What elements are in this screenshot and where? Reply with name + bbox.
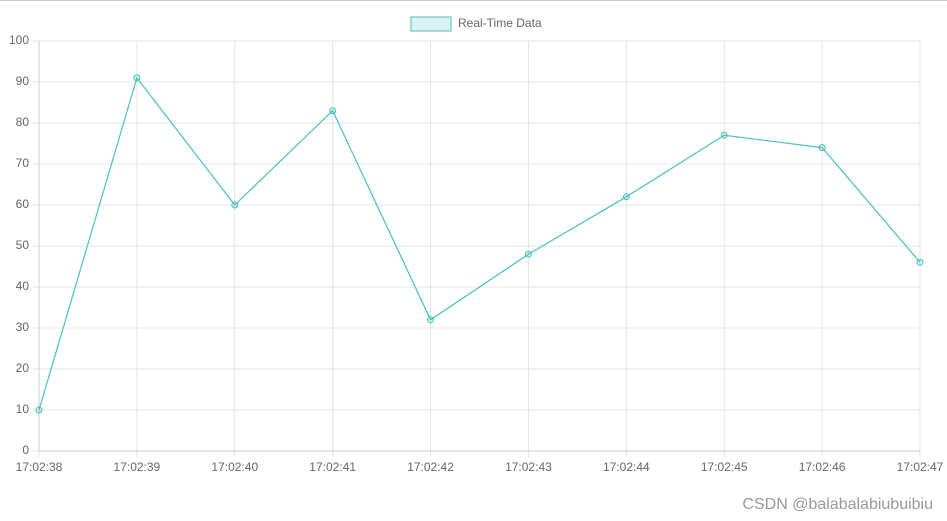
- y-tick-label: 90: [16, 74, 30, 88]
- data-point: [427, 316, 435, 324]
- x-tick-label: 17:02:44: [603, 460, 650, 474]
- x-tick-label: 17:02:42: [407, 460, 454, 474]
- y-tick-label: 80: [16, 115, 30, 129]
- x-tick-label: 17:02:47: [897, 460, 944, 474]
- data-line: [38, 76, 921, 411]
- x-tick-label: 17:02:40: [211, 460, 258, 474]
- data-point: [916, 258, 924, 266]
- y-tick-label: 0: [22, 443, 29, 457]
- y-tick-label: 30: [16, 320, 30, 334]
- watermark: CSDN @balabalabiubuibiu: [742, 496, 933, 513]
- data-point: [231, 201, 239, 209]
- x-tick-label: 17:02:39: [114, 460, 161, 474]
- data-point: [622, 193, 630, 201]
- data-point: [133, 74, 141, 82]
- x-tick-label: 17:02:45: [701, 460, 748, 474]
- x-tick-label: 17:02:41: [309, 460, 356, 474]
- data-point: [818, 144, 826, 152]
- data-point: [329, 107, 337, 115]
- y-tick-label: 60: [16, 197, 30, 211]
- y-tick-label: 100: [9, 33, 29, 47]
- legend-swatch: [410, 16, 452, 32]
- y-tick-label: 50: [16, 238, 30, 252]
- data-point: [720, 131, 728, 139]
- y-tick-label: 10: [16, 402, 30, 416]
- legend-label: Real-Time Data: [458, 16, 542, 30]
- y-tick-label: 40: [16, 279, 30, 293]
- data-point: [35, 406, 43, 414]
- data-point: [524, 250, 532, 258]
- y-tick-label: 70: [16, 156, 30, 170]
- x-tick-label: 17:02:38: [16, 460, 63, 474]
- x-tick-label: 17:02:43: [505, 460, 552, 474]
- y-tick-label: 20: [16, 361, 30, 375]
- x-tick-label: 17:02:46: [799, 460, 846, 474]
